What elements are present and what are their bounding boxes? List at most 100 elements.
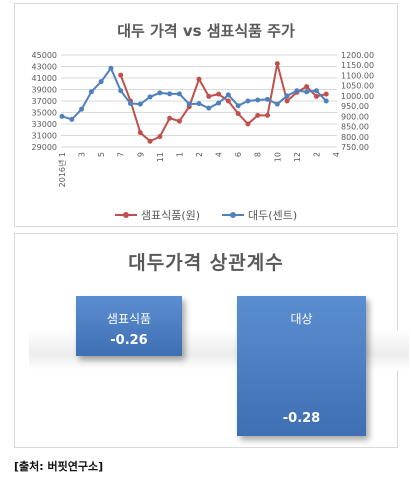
- data-point-1: [137, 101, 143, 107]
- x-tick-label: 7: [117, 152, 126, 157]
- data-point-1: [176, 91, 182, 97]
- data-point-1: [167, 91, 173, 97]
- y-right-tick-label: 950.00: [341, 102, 369, 111]
- data-point-1: [265, 96, 270, 102]
- y-right-tick-label: 1050.00: [341, 82, 374, 91]
- data-point-0: [176, 118, 182, 124]
- y-right-tick-label: 1200.00: [341, 51, 374, 60]
- data-point-1: [304, 89, 310, 95]
- data-point-1: [284, 93, 290, 99]
- data-point-1: [216, 100, 222, 106]
- legend-label-sampyo: 샘표식품(원): [140, 209, 201, 222]
- data-point-1: [69, 116, 75, 122]
- data-point-1: [313, 88, 319, 94]
- x-tick-label: 4: [332, 152, 341, 157]
- x-tick-label: 10: [273, 152, 282, 162]
- data-point-1: [88, 89, 94, 95]
- data-point-1: [147, 94, 153, 100]
- x-tick-label: 2: [312, 152, 321, 157]
- data-point-0: [304, 84, 310, 90]
- x-tick-label: 2: [195, 152, 204, 157]
- data-point-1: [118, 88, 124, 94]
- bar-label-daesang: 대상: [290, 312, 313, 326]
- source-note: [출처: 버핏연구소]: [14, 460, 104, 473]
- correlation-bar-daesang: 대상 -0.28: [237, 296, 366, 436]
- y-left-tick-label: 41000: [32, 74, 57, 83]
- data-point-1: [98, 79, 104, 85]
- y-left-tick-label: 43000: [32, 63, 57, 72]
- data-point-0: [255, 112, 261, 118]
- data-point-1: [323, 98, 329, 104]
- bar-value-sampyo: -0.26: [110, 333, 148, 348]
- data-point-1: [186, 101, 192, 107]
- data-point-0: [167, 115, 173, 121]
- x-tick-label: 4: [215, 152, 224, 157]
- y-right-tick-label: 1100.00: [341, 71, 374, 80]
- data-point-1: [255, 97, 261, 103]
- bar-value-daesang: -0.28: [282, 411, 321, 426]
- x-tick-label: 12: [293, 152, 302, 162]
- data-point-1: [196, 101, 202, 107]
- data-point-0: [323, 91, 329, 97]
- data-point-0: [137, 130, 143, 136]
- y-left-tick-label: 37000: [32, 97, 57, 106]
- x-tick-label: 1: [175, 152, 184, 157]
- legend-swatch-sampyo: [114, 212, 137, 218]
- data-point-1: [79, 106, 85, 112]
- y-left-tick-label: 33000: [32, 120, 57, 129]
- x-tick-label: 9: [136, 152, 145, 157]
- y-left-tick-label: 31000: [32, 132, 57, 141]
- y-left-tick-label: 45000: [32, 51, 57, 60]
- x-tick-label: 5: [97, 152, 106, 157]
- data-point-0: [147, 138, 153, 144]
- y-right-tick-label: 850.00: [341, 123, 369, 132]
- y-left-tick-label: 35000: [32, 109, 57, 118]
- legend-swatch-soybean: [222, 212, 245, 218]
- legend-item-sampyo: 샘표식품(원): [114, 207, 201, 223]
- legend-label-soybean: 대두(센트): [248, 209, 298, 222]
- legend-item-soybean: 대두(센트): [222, 207, 297, 223]
- data-point-1: [206, 105, 212, 111]
- x-tick-label: 6: [234, 152, 243, 157]
- y-right-tick-label: 1150.00: [341, 61, 374, 70]
- data-point-0: [284, 98, 290, 104]
- data-point-0: [225, 98, 231, 104]
- data-point-1: [245, 98, 251, 104]
- x-tick-label: 3: [78, 152, 87, 157]
- y-left-tick-label: 39000: [32, 86, 57, 95]
- data-point-1: [108, 65, 114, 71]
- data-point-1: [128, 100, 133, 106]
- data-point-0: [274, 61, 280, 67]
- data-point-0: [216, 91, 222, 97]
- price-chart-svg: 4500043000410003900037000350003300031000…: [32, 51, 375, 187]
- data-point-1: [235, 103, 241, 109]
- data-point-0: [196, 76, 202, 82]
- data-point-0: [157, 134, 163, 140]
- data-point-1: [274, 101, 280, 107]
- data-point-0: [235, 111, 241, 117]
- y-right-tick-label: 750.00: [341, 143, 369, 152]
- data-point-0: [206, 93, 212, 99]
- price-chart-panel: 45000 43000 41000 39000 37000 35000 33000 31000…: [14, 3, 398, 227]
- y-left-tick-label: 29000: [32, 143, 57, 152]
- data-point-1: [59, 113, 65, 119]
- data-point-1: [157, 90, 163, 96]
- data-point-1: [294, 88, 300, 94]
- x-tick-label: 2016년 1: [57, 152, 67, 187]
- x-tick-label: 8: [254, 152, 263, 157]
- data-point-0: [245, 121, 251, 127]
- bar-label-sampyo: 샘표식품: [106, 312, 152, 326]
- data-point-1: [225, 92, 231, 98]
- y-right-tick-label: 900.00: [341, 112, 369, 121]
- correlation-panel: 대두가격 상관계수 샘표식품 -0.26 대상 -0.28: [14, 233, 409, 448]
- series-line-0: [119, 63, 327, 143]
- y-right-tick-label: 800.00: [341, 133, 369, 142]
- correlation-title: 대두가격 상관계수: [128, 252, 284, 274]
- data-point-0: [118, 72, 124, 78]
- chart-legend: 샘표식품(원) 대두(센트): [15, 207, 397, 223]
- data-point-0: [313, 93, 319, 99]
- data-point-0: [265, 112, 270, 118]
- chart-title: 대두 가격 vs 샘표식품 주가: [117, 22, 295, 40]
- y-right-tick-label: 1000.00: [341, 92, 374, 101]
- x-tick-label: 11: [156, 152, 165, 162]
